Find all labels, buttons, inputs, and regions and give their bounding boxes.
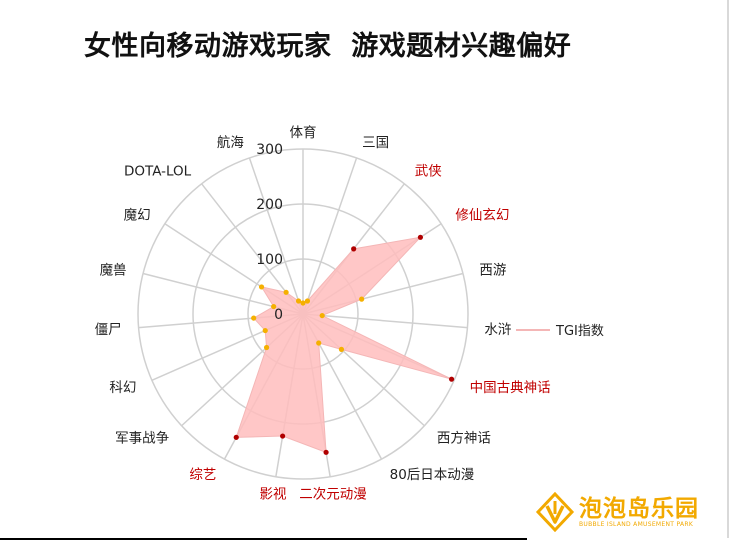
data-point-18 bbox=[295, 298, 302, 304]
data-point-11 bbox=[233, 434, 239, 440]
data-point-8 bbox=[316, 340, 322, 346]
axis-label-10: 影视 bbox=[260, 487, 287, 503]
data-point-3 bbox=[417, 234, 424, 240]
legend-line-swatch bbox=[516, 328, 550, 331]
page-title: 女性向移动游戏玩家 游戏题材兴趣偏好 bbox=[84, 31, 572, 62]
legend-label: TGI指数 bbox=[556, 324, 604, 339]
axis-label-16: 魔幻 bbox=[124, 207, 151, 223]
data-point-7 bbox=[338, 346, 345, 352]
data-point-16 bbox=[258, 284, 265, 290]
data-point-12 bbox=[263, 344, 270, 351]
brand-name: 泡泡岛乐园 bbox=[579, 495, 699, 522]
r-tick-label-200: 200 bbox=[256, 197, 283, 213]
axis-label-13: 科幻 bbox=[109, 380, 136, 396]
axis-label-11: 综艺 bbox=[189, 467, 216, 483]
brand-tagline: BUBBLE ISLAND AMUSEMENT PARK bbox=[579, 520, 694, 528]
axis-label-12: 军事战争 bbox=[115, 430, 169, 446]
data-point-10 bbox=[280, 433, 286, 439]
axis-label-18: 航海 bbox=[217, 135, 244, 151]
data-point-17 bbox=[283, 289, 289, 295]
r-tick-label-100: 100 bbox=[256, 252, 283, 268]
data-point-5 bbox=[319, 312, 325, 319]
bubble-island-logo-icon bbox=[535, 492, 575, 532]
axis-label-6: 中国古典神话 bbox=[470, 380, 551, 396]
axis-label-17: DOTA-LOL bbox=[124, 163, 192, 179]
r-tick-label-300: 300 bbox=[256, 142, 283, 158]
data-point-15 bbox=[271, 303, 277, 310]
axis-label-4: 西游 bbox=[479, 262, 506, 278]
axis-label-8: 80后日本动漫 bbox=[390, 467, 475, 483]
brand-logo: 泡泡岛乐园 BUBBLE ISLAND AMUSEMENT PARK bbox=[535, 492, 699, 532]
spoke-5 bbox=[302, 313, 468, 329]
axis-label-5: 水浒 bbox=[484, 322, 511, 338]
data-point-9 bbox=[323, 449, 329, 455]
axis-label-2: 武侠 bbox=[415, 163, 442, 179]
series-area-tgi bbox=[235, 236, 452, 454]
data-point-1 bbox=[304, 298, 311, 304]
data-point-2 bbox=[351, 246, 357, 252]
axis-label-14: 僵尸 bbox=[95, 322, 122, 338]
data-point-4 bbox=[359, 296, 365, 302]
axis-label-15: 魔兽 bbox=[100, 262, 127, 278]
chart-legend: TGI指数 bbox=[516, 320, 604, 339]
data-point-6 bbox=[448, 376, 455, 382]
axis-label-3: 修仙玄幻 bbox=[455, 206, 509, 223]
data-point-0 bbox=[300, 300, 306, 306]
axis-label-0: 体育 bbox=[290, 125, 317, 141]
axis-label-1: 三国 bbox=[362, 135, 389, 151]
axis-label-7: 西方神话 bbox=[437, 430, 491, 446]
data-point-14 bbox=[251, 315, 257, 321]
data-point-13 bbox=[262, 327, 268, 334]
r-tick-label-0: 0 bbox=[274, 307, 283, 323]
spoke-18 bbox=[248, 157, 304, 315]
axis-label-9: 二次元动漫 bbox=[299, 487, 367, 503]
bottom-rule bbox=[0, 538, 527, 540]
spoke-1 bbox=[302, 157, 358, 315]
